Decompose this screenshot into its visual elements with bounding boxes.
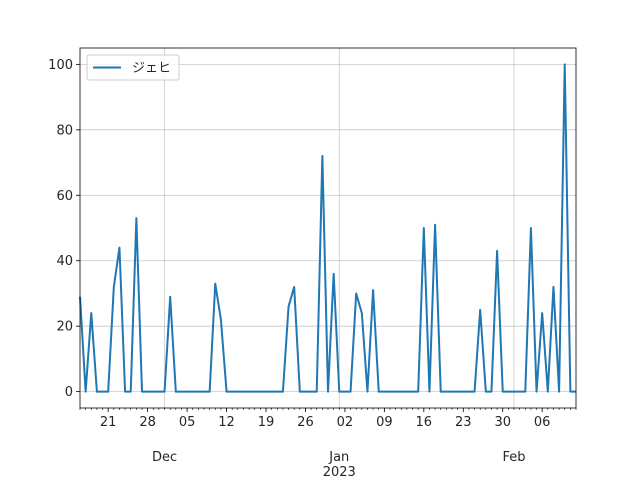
x-tick-label: 16 bbox=[416, 415, 433, 430]
legend-box bbox=[86, 54, 180, 81]
y-tick-label: 0 bbox=[65, 385, 73, 400]
legend-entry-label: ジェヒ bbox=[132, 61, 171, 76]
axes: 0 20 40 60 80 100 21 28 05 12 19 26 02 09 16 23 30 06 Dec J… bbox=[48, 47, 577, 480]
x-year-label: 2023 bbox=[323, 465, 356, 480]
x-tick-label: 21 bbox=[100, 415, 117, 430]
legend: ジェヒ bbox=[86, 54, 180, 81]
x-tick-label: 19 bbox=[258, 415, 275, 430]
x-tick-label: 30 bbox=[494, 415, 511, 430]
x-tick-label: 06 bbox=[534, 415, 551, 430]
x-tick-label: 23 bbox=[455, 415, 472, 430]
x-month-label: Jan bbox=[328, 450, 349, 465]
y-tick-label: 20 bbox=[56, 320, 73, 335]
x-tick-label: 09 bbox=[376, 415, 393, 430]
x-tick-label: 02 bbox=[337, 415, 354, 430]
x-month-label: Dec bbox=[152, 450, 177, 465]
series-line bbox=[79, 63, 576, 393]
x-tick-label: 05 bbox=[179, 415, 196, 430]
series-layer bbox=[79, 63, 576, 393]
y-tick-label: 60 bbox=[56, 189, 73, 204]
y-tick-label: 40 bbox=[56, 254, 73, 269]
axes-frame bbox=[79, 47, 577, 409]
x-tick-label: 26 bbox=[297, 415, 314, 430]
x-month-label: Feb bbox=[502, 450, 525, 465]
y-tick-label: 100 bbox=[48, 58, 73, 73]
x-tick-label: 28 bbox=[139, 415, 156, 430]
y-tick-label: 80 bbox=[56, 123, 73, 138]
x-tick-label: 12 bbox=[218, 415, 235, 430]
